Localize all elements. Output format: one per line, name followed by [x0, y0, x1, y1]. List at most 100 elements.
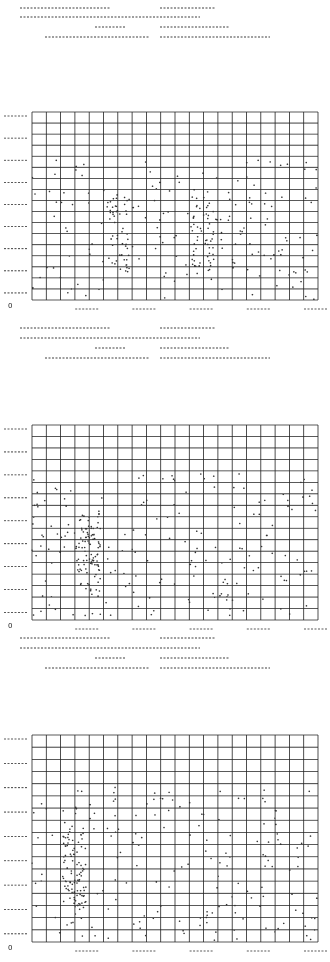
speckle	[153, 798, 155, 801]
speckle	[94, 555, 97, 558]
speckle	[76, 851, 78, 853]
speckle	[259, 905, 261, 907]
speckle	[78, 519, 81, 522]
speckle	[83, 563, 85, 566]
speckle	[179, 805, 181, 808]
speckle	[286, 239, 288, 242]
speckle	[152, 609, 155, 612]
speckle	[191, 263, 194, 266]
speckle	[248, 197, 251, 199]
speckle	[74, 913, 77, 915]
speckle	[191, 196, 194, 198]
speckle	[99, 544, 101, 546]
speckle	[229, 558, 231, 561]
speckle	[282, 493, 285, 496]
speckle	[63, 856, 65, 858]
speckle	[98, 513, 100, 516]
speckle	[258, 501, 261, 503]
speckle	[194, 565, 197, 568]
speckle	[111, 244, 114, 247]
speckle	[132, 591, 135, 594]
speckle	[32, 811, 35, 814]
speckle	[314, 509, 317, 512]
speckle	[205, 206, 208, 209]
speckle	[78, 861, 80, 864]
speckle	[112, 800, 115, 802]
speckle	[248, 201, 251, 204]
speckle	[37, 836, 39, 839]
speckle	[207, 609, 209, 612]
speckle	[98, 288, 100, 291]
speckle	[263, 823, 265, 825]
speckle	[74, 906, 76, 908]
speckle	[226, 865, 228, 867]
speckle	[77, 558, 80, 561]
speckle	[114, 569, 117, 572]
speckle	[32, 614, 35, 616]
speckle	[41, 873, 43, 876]
speckle	[82, 867, 84, 870]
speckle	[55, 159, 58, 162]
speckle	[208, 223, 211, 225]
speckle	[237, 882, 240, 885]
speckle	[76, 863, 78, 866]
speckle	[132, 841, 134, 844]
speckle	[304, 925, 307, 927]
speckle	[221, 562, 223, 564]
speckle	[203, 477, 206, 480]
speckle	[116, 856, 119, 859]
speckle	[87, 192, 90, 194]
speckle	[71, 839, 74, 842]
speckle	[78, 908, 81, 911]
speckle	[303, 570, 306, 573]
speckle	[291, 893, 293, 896]
speckle	[207, 227, 209, 230]
speckle	[204, 239, 207, 242]
speckle	[39, 276, 41, 279]
speckle	[63, 861, 65, 864]
speckle	[136, 864, 138, 867]
speckle	[160, 578, 163, 581]
speckle	[59, 276, 62, 279]
speckle	[207, 243, 209, 246]
speckle	[68, 830, 71, 833]
speckle	[274, 809, 277, 812]
speckle	[193, 575, 195, 577]
speckle	[229, 834, 232, 837]
speckle	[291, 508, 293, 511]
speckle	[163, 275, 166, 278]
speckle	[108, 257, 110, 260]
speckle	[123, 196, 126, 199]
speckle	[212, 258, 215, 261]
speckle	[55, 201, 58, 203]
speckle	[168, 537, 171, 540]
speckle	[53, 215, 56, 218]
speckle	[266, 534, 268, 537]
speckle	[294, 909, 297, 911]
speckle	[220, 231, 223, 234]
speckle	[235, 582, 238, 585]
speckle	[296, 559, 299, 561]
speckle	[84, 901, 86, 904]
speckle	[187, 598, 190, 601]
speckle	[262, 797, 264, 800]
speckle	[72, 849, 74, 852]
speckle	[45, 808, 48, 810]
speckle	[96, 526, 99, 529]
speckle	[158, 181, 161, 184]
speckle	[227, 219, 230, 221]
speckle	[195, 530, 198, 533]
speckle	[161, 797, 164, 800]
speckle	[93, 537, 96, 540]
speckle	[209, 264, 212, 267]
speckle	[162, 477, 164, 480]
speckle	[173, 504, 175, 506]
speckle	[226, 582, 229, 585]
speckle	[249, 242, 251, 245]
speckle	[243, 227, 245, 229]
speckle	[72, 853, 75, 856]
speckle	[313, 298, 315, 300]
speckle	[67, 836, 69, 839]
speckle	[81, 838, 83, 840]
speckle	[279, 164, 282, 167]
